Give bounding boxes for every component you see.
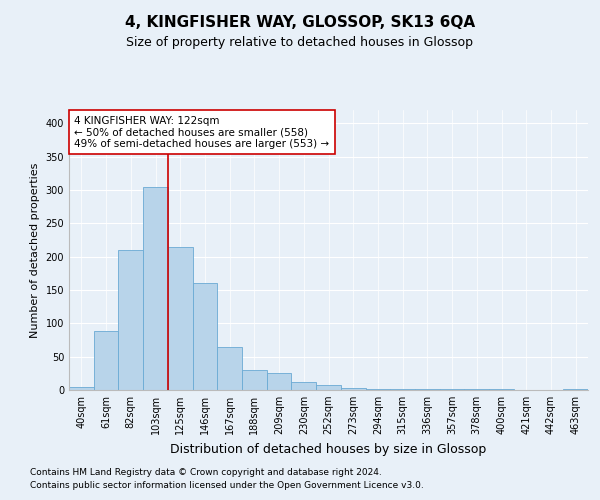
Text: Size of property relative to detached houses in Glossop: Size of property relative to detached ho… [127, 36, 473, 49]
Bar [341, 388, 365, 390]
X-axis label: Distribution of detached houses by size in Glossop: Distribution of detached houses by size … [170, 442, 487, 456]
Text: Contains public sector information licensed under the Open Government Licence v3: Contains public sector information licen… [30, 482, 424, 490]
Bar [316, 384, 341, 390]
Bar [365, 388, 390, 390]
Bar [267, 374, 292, 390]
Bar [242, 370, 267, 390]
Bar [94, 332, 118, 390]
Bar [69, 386, 94, 390]
Bar [168, 246, 193, 390]
Bar [143, 186, 168, 390]
Bar [217, 346, 242, 390]
Bar [292, 382, 316, 390]
Text: Contains HM Land Registry data © Crown copyright and database right 2024.: Contains HM Land Registry data © Crown c… [30, 468, 382, 477]
Text: 4, KINGFISHER WAY, GLOSSOP, SK13 6QA: 4, KINGFISHER WAY, GLOSSOP, SK13 6QA [125, 15, 475, 30]
Text: 4 KINGFISHER WAY: 122sqm
← 50% of detached houses are smaller (558)
49% of semi-: 4 KINGFISHER WAY: 122sqm ← 50% of detach… [74, 116, 329, 149]
Bar [193, 284, 217, 390]
Y-axis label: Number of detached properties: Number of detached properties [30, 162, 40, 338]
Bar [118, 250, 143, 390]
